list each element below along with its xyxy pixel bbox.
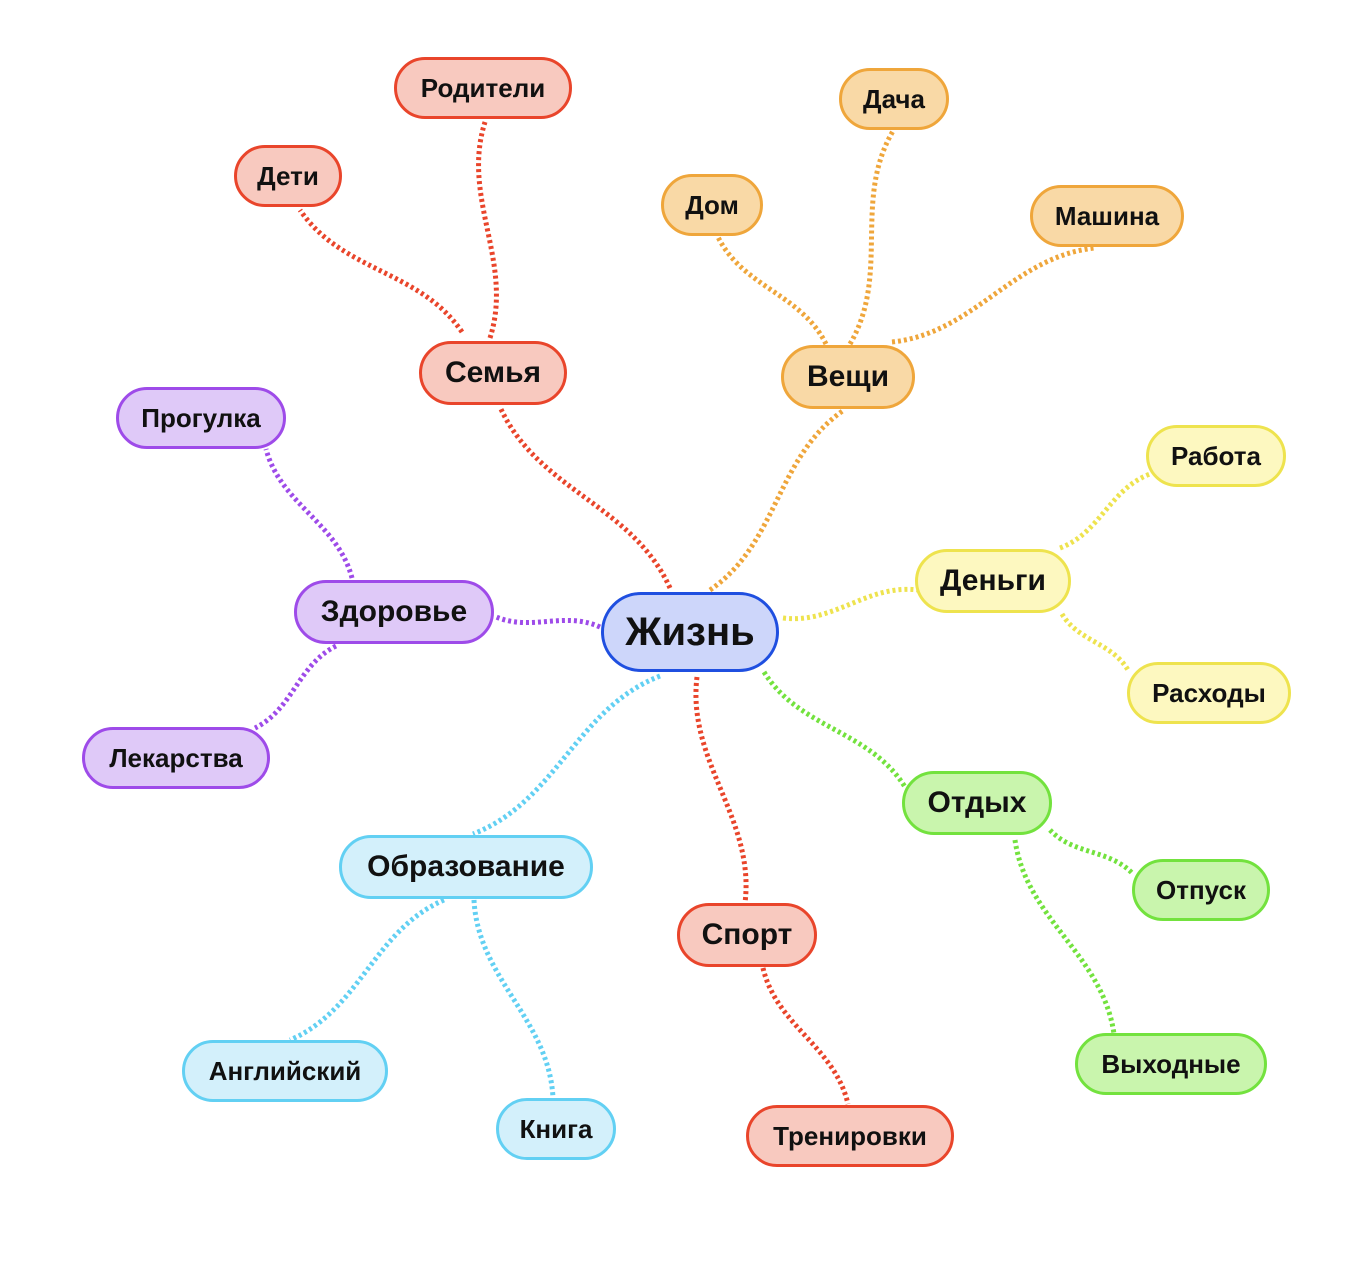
leaf-node-rest-1-label: Выходные (1101, 1048, 1241, 1079)
edge-money-child-0 (1059, 471, 1151, 551)
leaf-node-rest-0[interactable]: Отпуск (1132, 859, 1270, 921)
edge-things-child-1 (847, 129, 896, 346)
leaf-node-family-0-label: Дети (257, 160, 319, 191)
branch-node-things-label: Вещи (806, 360, 890, 393)
branch-node-education[interactable]: Образование (339, 835, 593, 899)
leaf-node-education-0-label: Английский (208, 1055, 362, 1086)
edge-education-child-1 (471, 899, 556, 1099)
edge-center-health (492, 613, 602, 630)
leaf-node-rest-1[interactable]: Выходные (1075, 1033, 1267, 1095)
leaf-node-sport-0-label: Тренировки (773, 1120, 927, 1151)
branch-node-money[interactable]: Деньги (915, 549, 1071, 613)
leaf-node-health-1-label: Лекарства (109, 742, 243, 773)
leaf-node-money-1-label: Расходы (1152, 677, 1266, 708)
branch-node-health[interactable]: Здоровье (294, 580, 494, 644)
leaf-node-health-0[interactable]: Прогулка (116, 387, 286, 449)
leaf-node-things-0[interactable]: Дом (661, 174, 763, 236)
leaf-node-things-2-label: Машина (1054, 200, 1160, 231)
branch-node-education-label: Образование (367, 850, 565, 883)
edge-rest-child-1 (1012, 839, 1117, 1035)
edge-center-sport (693, 676, 749, 904)
edge-rest-child-0 (1048, 828, 1135, 876)
leaf-node-money-0[interactable]: Работа (1146, 425, 1286, 487)
leaf-node-rest-0-label: Отпуск (1156, 874, 1246, 905)
edge-center-education (472, 673, 661, 837)
edge-health-child-0 (263, 448, 355, 579)
edge-family-child-1 (476, 121, 499, 339)
leaf-node-money-0-label: Работа (1171, 440, 1261, 471)
branch-node-things[interactable]: Вещи (781, 345, 915, 409)
edge-things-child-0 (715, 235, 829, 346)
leaf-node-education-0[interactable]: Английский (182, 1040, 388, 1102)
edge-money-child-1 (1059, 612, 1131, 672)
branch-node-health-label: Здоровье (320, 595, 468, 628)
leaf-node-family-1-label: Родители (420, 72, 546, 103)
leaf-node-things-1-label: Дача (863, 83, 925, 114)
branch-node-rest-label: Отдых (927, 786, 1027, 819)
branch-node-sport[interactable]: Спорт (677, 903, 817, 967)
leaf-node-things-1[interactable]: Дача (839, 68, 949, 130)
leaf-node-health-1[interactable]: Лекарства (82, 727, 270, 789)
edge-center-money (782, 586, 919, 622)
edge-center-family (497, 405, 673, 590)
edge-family-child-0 (297, 208, 465, 334)
edge-center-things (708, 407, 846, 593)
leaf-node-family-1[interactable]: Родители (394, 57, 572, 119)
edge-education-child-0 (289, 897, 445, 1043)
branch-node-family[interactable]: Семья (419, 341, 567, 405)
leaf-node-health-0-label: Прогулка (141, 402, 261, 433)
branch-node-money-label: Деньги (940, 564, 1046, 597)
edge-health-child-1 (253, 643, 338, 731)
leaf-node-education-1[interactable]: Книга (496, 1098, 616, 1160)
leaf-node-family-0[interactable]: Дети (234, 145, 342, 207)
edge-things-child-2 (891, 245, 1096, 345)
edge-sport-child-0 (760, 967, 851, 1105)
central-node[interactable]: Жизнь (601, 592, 779, 672)
leaf-node-sport-0[interactable]: Тренировки (746, 1105, 954, 1167)
central-node-label: Жизнь (625, 609, 755, 654)
leaf-node-money-1[interactable]: Расходы (1127, 662, 1291, 724)
leaf-node-education-1-label: Книга (519, 1113, 593, 1144)
leaf-node-things-0-label: Дом (685, 189, 739, 220)
branch-node-rest[interactable]: Отдых (902, 771, 1052, 835)
branch-node-sport-label: Спорт (701, 918, 793, 951)
leaf-node-things-2[interactable]: Машина (1030, 185, 1184, 247)
branch-node-family-label: Семья (444, 356, 542, 389)
edge-center-rest (761, 670, 908, 789)
